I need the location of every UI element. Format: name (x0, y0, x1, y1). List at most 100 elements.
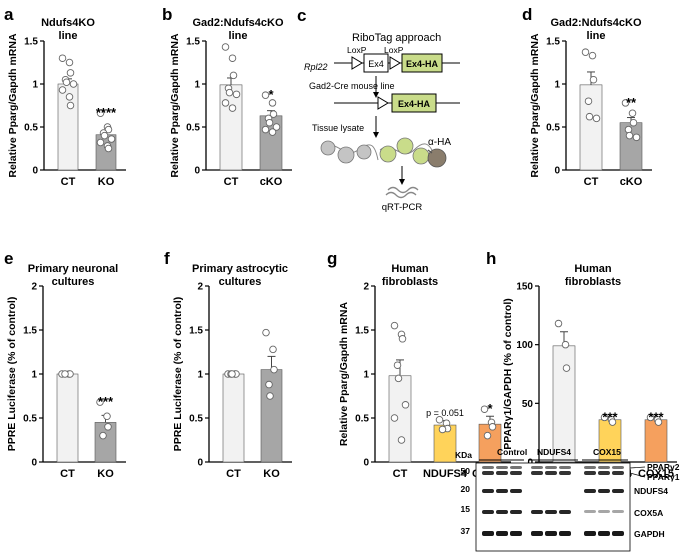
y-axis-label: Relative Pparg/Gapdh mRNA (7, 33, 19, 178)
significance-label: *** (648, 409, 664, 424)
data-point (480, 405, 489, 413)
band-ndufs4 (584, 489, 596, 493)
data-point (393, 361, 402, 369)
exon-label: Ex4 (368, 59, 384, 69)
category-label: CT (224, 176, 239, 188)
antibody-label: α-HA (428, 137, 451, 148)
band-label-ppar-g2: PPARγ2 (647, 462, 680, 472)
chart-title-line-2: cultures (219, 276, 262, 288)
y-axis-label: PPRE Luciferase (% of control) (6, 297, 18, 452)
data-point (58, 54, 67, 62)
significance-label: *** (98, 394, 114, 409)
data-point (272, 123, 281, 131)
kda-label: KDa (455, 450, 472, 460)
blot-membrane (475, 462, 631, 552)
band-cox5a (598, 510, 610, 513)
bar-ct (56, 373, 79, 463)
y-tick-label: 0.5 (355, 414, 369, 425)
band-gapdh (545, 531, 557, 536)
data-point (438, 425, 447, 434)
data-point (262, 328, 270, 337)
data-point (221, 99, 230, 107)
y-tick-label: 2 (31, 282, 37, 293)
significance-label: *** (602, 409, 618, 424)
exon-box (363, 53, 389, 73)
data-point (584, 97, 593, 105)
panel-label-f: f (164, 249, 170, 268)
y-axis-label: Relative Pparg/Gapdh mRNA (529, 33, 541, 178)
y-tick-label: 0.5 (24, 123, 38, 134)
band-cox5a (510, 510, 522, 514)
data-point (654, 418, 663, 426)
y-tick-label: 1 (554, 80, 560, 91)
y-tick-label: 0.5 (546, 123, 560, 134)
significance-label: * (487, 401, 493, 416)
marker-50: 50 (461, 466, 471, 476)
ribosome-ha-2 (396, 137, 414, 155)
y-tick-label: 0 (554, 166, 560, 177)
category-label: KO (98, 176, 115, 188)
category-label: COX15 (638, 468, 674, 480)
data-point (608, 418, 617, 426)
y-tick-label: 0 (32, 166, 38, 177)
band-ppar-g2 (531, 466, 543, 469)
ribosome-cluster-grey (320, 140, 379, 164)
schematic-title: RiboTag approach (352, 32, 441, 44)
band-ppar-g1 (545, 471, 557, 475)
y-tick-label: 0.5 (23, 414, 37, 425)
data-point (96, 138, 105, 147)
data-point (61, 370, 69, 378)
data-point (632, 133, 641, 142)
y-tick-label: 2 (363, 282, 369, 293)
y-tick-label: 2 (197, 282, 203, 293)
category-label: CT (61, 176, 76, 188)
y-tick-label: 0.5 (189, 414, 203, 425)
chart-title-line-2: fibroblasts (565, 276, 621, 288)
ribosome-3 (356, 144, 372, 160)
marker-20: 20 (461, 484, 471, 494)
mrna-wave-1 (387, 186, 419, 194)
data-point (394, 374, 403, 383)
band-ppar-g2 (559, 466, 571, 469)
data-point (628, 109, 637, 117)
band-gapdh (531, 531, 543, 536)
category-label: CT (393, 468, 408, 480)
chart-title-line-2: line (229, 30, 248, 42)
y-tick-label: 0.5 (186, 123, 200, 134)
chart-title-line-1: Primary neuronal (28, 263, 118, 275)
chart-title-line-1: Primary astrocytic (192, 263, 288, 275)
y-tick-label: 0 (197, 458, 203, 469)
band-ndufs4 (482, 489, 494, 493)
data-point (269, 345, 277, 354)
blot-bands (482, 466, 624, 536)
band-ppar-g1 (531, 471, 543, 475)
readout-label: qRT-PCR (382, 202, 423, 213)
y-tick-label: 1 (363, 370, 369, 381)
chart-title-line-2: fibroblasts (382, 276, 438, 288)
ribosome-1 (320, 140, 336, 156)
data-point (58, 86, 67, 94)
y-tick-label: 0 (31, 458, 37, 469)
data-point (103, 412, 111, 420)
band-ppar-g1 (612, 471, 624, 475)
band-cox5a (612, 510, 624, 513)
data-point (625, 131, 634, 140)
exon-ha-box-2 (391, 93, 437, 113)
chart-title-line-1: Gad2:Ndufs4cKO (550, 17, 642, 29)
bar-ct (579, 84, 603, 171)
band-gapdh (584, 531, 596, 536)
data-point (96, 398, 104, 406)
band-gapdh (559, 531, 571, 536)
significance-label: **** (96, 105, 117, 120)
data-point (268, 128, 277, 136)
data-point (228, 104, 237, 112)
band-gapdh (598, 531, 610, 536)
bar-ct (222, 373, 245, 463)
data-point (265, 118, 274, 127)
data-point (269, 110, 278, 118)
data-point (104, 125, 113, 134)
band-ppar-g1 (584, 471, 596, 475)
